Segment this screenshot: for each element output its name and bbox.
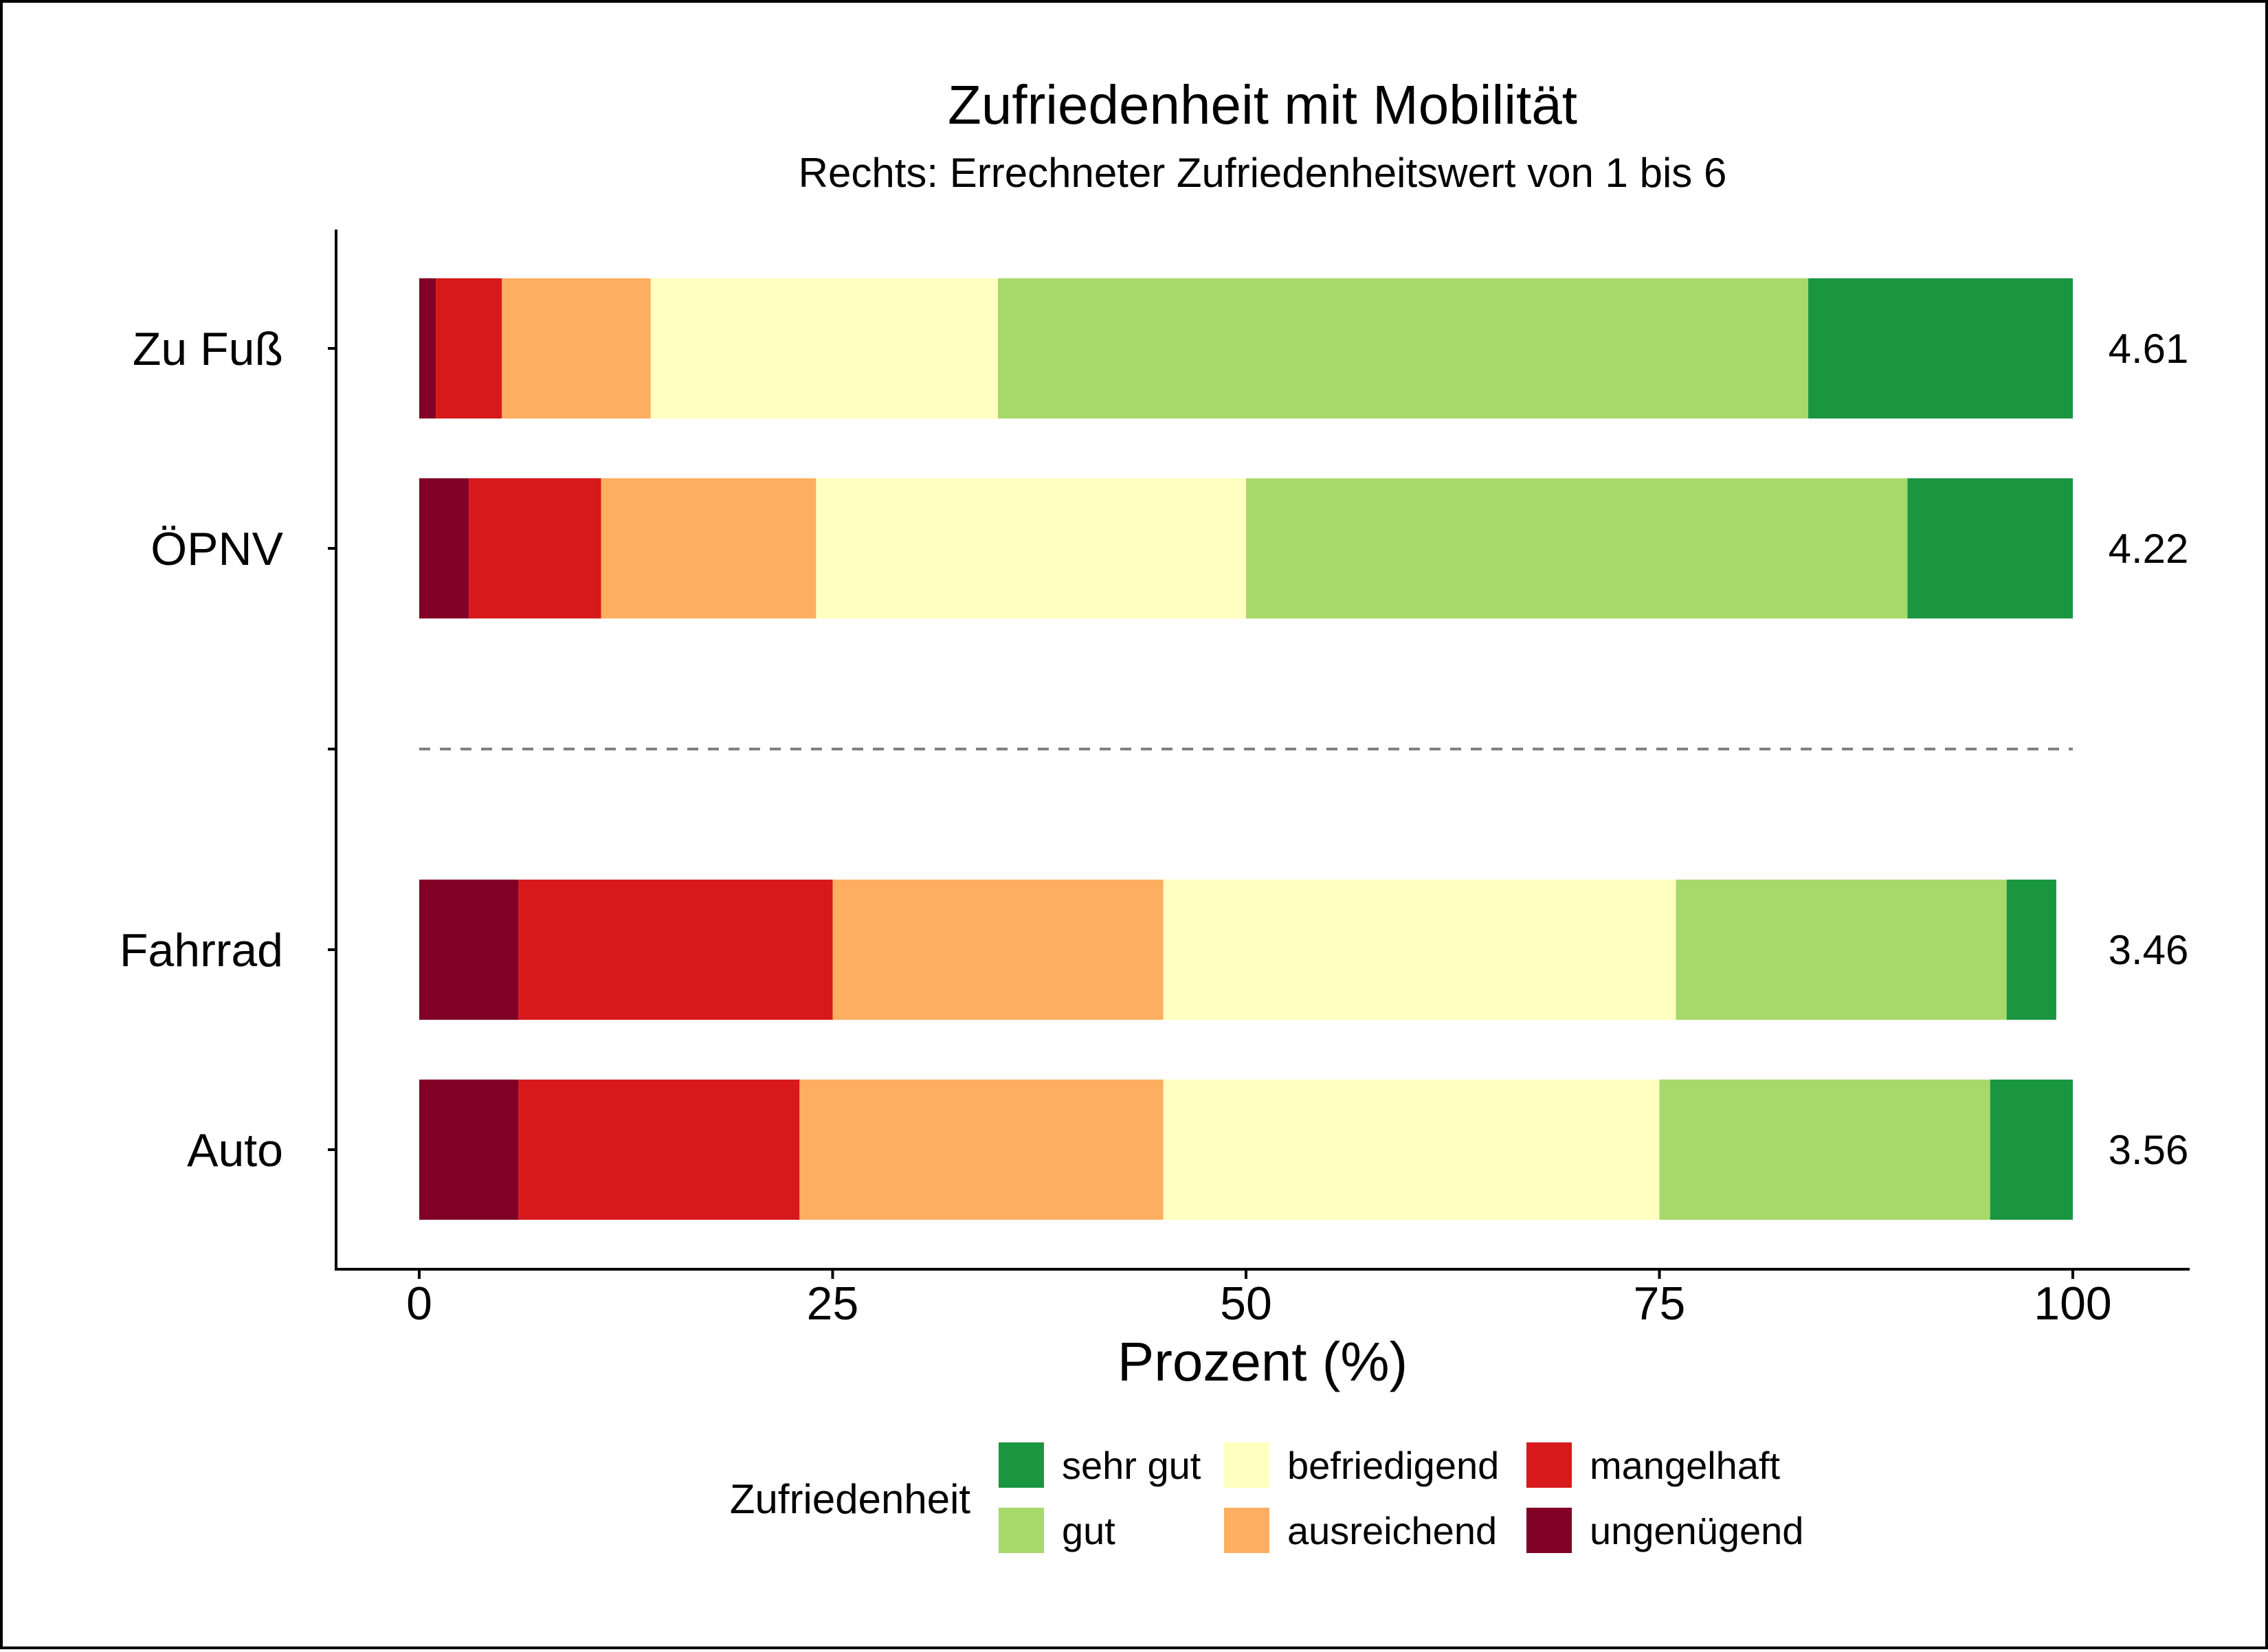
- bar-zu-fuss-sehr-gut: [1808, 278, 2073, 418]
- bar-oepnv-ungenuegend: [419, 478, 469, 618]
- legend-label-befriedigend: befriedigend: [1287, 1444, 1499, 1487]
- bar-fahrrad-ungenuegend: [419, 880, 519, 1020]
- x-tick-label-25: 25: [807, 1277, 859, 1330]
- category-labels: Zu Fuß ÖPNV Fahrrad Auto: [120, 323, 284, 1176]
- bar-zu-fuss-ausreichend: [502, 278, 651, 418]
- bars-layer: [419, 278, 2073, 1220]
- category-label-zu-fuss: Zu Fuß: [133, 323, 283, 375]
- legend-label-mangelhaft: mangelhaft: [1590, 1444, 1781, 1487]
- category-label-auto: Auto: [187, 1124, 283, 1176]
- category-label-fahrrad: Fahrrad: [120, 924, 283, 976]
- legend-key-gut: [999, 1508, 1044, 1553]
- bar-oepnv-mangelhaft: [469, 478, 601, 618]
- axes-layer: [328, 230, 2190, 1279]
- legend-label-sehr-gut: sehr gut: [1062, 1444, 1201, 1487]
- x-tick-label-75: 75: [1634, 1277, 1686, 1330]
- x-tick-labels: 0 25 50 75 100: [406, 1277, 2112, 1330]
- bar-fahrrad-mangelhaft: [518, 880, 833, 1020]
- category-label-oepnv: ÖPNV: [151, 523, 283, 575]
- bar-oepnv-sehr-gut: [1907, 478, 2073, 618]
- bar-fahrrad-ausreichend: [832, 880, 1164, 1020]
- bar-auto-sehr-gut: [1990, 1080, 2073, 1220]
- legend: Zufriedenheit sehr gut gut befriedigend aus…: [730, 1442, 1803, 1553]
- bar-zu-fuss-ungenuegend: [419, 278, 436, 418]
- chart-svg: Zufriedenheit mit Mobilität Rechts: Erre…: [120, 74, 2190, 1553]
- x-axis-title: Prozent (%): [1118, 1331, 1408, 1392]
- bar-oepnv-ausreichend: [601, 478, 816, 618]
- legend-label-ungenuegend: ungenügend: [1590, 1509, 1803, 1552]
- bar-auto-ungenuegend: [419, 1080, 519, 1220]
- bar-oepnv-befriedigend: [816, 478, 1246, 618]
- score-label-fahrrad: 3.46: [2109, 927, 2189, 973]
- bar-auto-befriedigend: [1163, 1080, 1660, 1220]
- bar-fahrrad-befriedigend: [1163, 880, 1676, 1020]
- bar-zu-fuss-befriedigend: [650, 278, 999, 418]
- legend-label-ausreichend: ausreichend: [1287, 1509, 1497, 1552]
- x-tick-label-100: 100: [2034, 1277, 2111, 1330]
- legend-items: sehr gut gut befriedigend ausreichend mangel…: [999, 1442, 1803, 1553]
- x-tick-label-50: 50: [1220, 1277, 1272, 1330]
- score-label-auto: 3.56: [2109, 1127, 2189, 1173]
- legend-key-mangelhaft: [1526, 1442, 1572, 1488]
- chart-title: Zufriedenheit mit Mobilität: [948, 74, 1577, 135]
- score-labels: 4.61 4.22 3.46 3.56: [2109, 326, 2189, 1173]
- bar-zu-fuss-gut: [998, 278, 1809, 418]
- legend-key-ungenuegend: [1526, 1508, 1572, 1553]
- legend-label-gut: gut: [1062, 1509, 1115, 1552]
- legend-title: Zufriedenheit: [730, 1476, 971, 1522]
- bar-fahrrad-sehr-gut: [2006, 880, 2056, 1020]
- chart-subtitle: Rechts: Errechneter Zufriedenheitswert v…: [799, 150, 1727, 196]
- x-tick-label-0: 0: [406, 1277, 432, 1330]
- score-label-zu-fuss: 4.61: [2109, 326, 2189, 372]
- bar-auto-ausreichend: [799, 1080, 1164, 1220]
- bar-oepnv-gut: [1246, 478, 1908, 618]
- legend-key-sehr-gut: [999, 1442, 1044, 1488]
- bar-fahrrad-gut: [1676, 880, 2007, 1020]
- score-label-oepnv: 4.22: [2109, 526, 2189, 572]
- bar-auto-gut: [1659, 1080, 1990, 1220]
- bar-zu-fuss-mangelhaft: [436, 278, 502, 418]
- bar-auto-mangelhaft: [518, 1080, 800, 1220]
- legend-key-ausreichend: [1224, 1508, 1269, 1553]
- legend-key-befriedigend: [1224, 1442, 1269, 1488]
